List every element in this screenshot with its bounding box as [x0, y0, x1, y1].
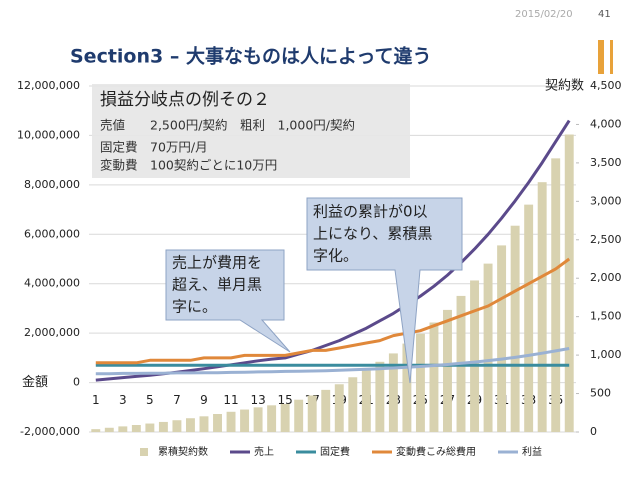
info-line: 固定費 70万円/月	[100, 140, 208, 155]
x-tick-label: 3	[119, 393, 127, 407]
bar	[375, 361, 385, 432]
x-tick-label: 9	[200, 393, 208, 407]
y-tick-label: 6,000,000	[24, 227, 80, 240]
y2-tick-label: 500	[590, 387, 611, 400]
legend-swatch	[140, 448, 148, 456]
annotation: 超え、単月黒	[172, 276, 262, 294]
callout	[165, 249, 291, 353]
y2-tick-label: 1,000	[590, 348, 622, 361]
bar	[415, 333, 425, 432]
legend-label: 売上	[254, 445, 274, 458]
legend-label: 固定費	[320, 445, 350, 458]
annotation: 字に。	[172, 298, 217, 316]
y-tick-label: 8,000,000	[24, 178, 80, 191]
x-tick-label: 11	[223, 393, 238, 407]
y2-tick-label: 3,000	[590, 194, 622, 207]
bar	[334, 384, 344, 432]
bar	[104, 427, 114, 432]
bar	[267, 405, 277, 432]
y-tick-label: -2,000,000	[20, 425, 80, 438]
info-line: 変動費 100契約ごとに10万円	[100, 158, 277, 173]
legend-label: 変動費こみ総費用	[396, 445, 476, 458]
bar	[483, 263, 493, 432]
bar	[199, 416, 209, 432]
bar	[388, 353, 398, 432]
x-tick-label: 1	[92, 393, 100, 407]
bar	[564, 134, 574, 432]
info-line: 売値 2,500円/契約 粗利 1,000円/契約	[100, 118, 355, 133]
date: 2015/02/20	[515, 9, 573, 20]
bar	[402, 343, 412, 432]
y2-tick-label: 1,500	[590, 310, 622, 323]
annotation: 利益の累計が0以	[313, 203, 428, 221]
info-line: 損益分岐点の例その２	[100, 90, 270, 110]
bar	[253, 407, 263, 432]
bar	[551, 158, 561, 432]
annotation: 字化。	[313, 247, 358, 265]
bar	[91, 429, 101, 432]
bar	[280, 403, 290, 432]
y2-tick-label: 4,000	[590, 117, 622, 130]
line	[95, 257, 571, 365]
bar	[497, 245, 507, 432]
bar	[348, 377, 358, 432]
accent	[610, 40, 613, 76]
bar	[158, 421, 168, 432]
bar	[429, 322, 439, 432]
x-tick-label: 5	[146, 393, 154, 407]
y2-tick-label: 2,500	[590, 233, 622, 246]
bar	[172, 420, 182, 432]
info-box	[92, 84, 410, 178]
x-tick-label: 15	[278, 393, 293, 407]
annotation: 上になり、累積黒	[313, 225, 432, 243]
y-tick-label: 2,000,000	[24, 326, 80, 339]
y-tick-label: 4,000,000	[24, 277, 80, 290]
y-tick-label: 0	[73, 376, 80, 389]
bar	[131, 425, 141, 432]
slide-title: Section3 – 大事なものは人によって違う	[70, 45, 431, 68]
bar	[294, 399, 304, 432]
y2-tick-label: 0	[590, 425, 597, 438]
y2-tick-label: 3,500	[590, 156, 622, 169]
bar	[537, 182, 547, 432]
annotation: 売上が費用を	[172, 254, 262, 272]
bar	[524, 204, 534, 432]
bar	[510, 225, 520, 432]
legend-label: 利益	[522, 445, 542, 458]
y2-axis-label: 契約数	[545, 79, 584, 94]
bar	[307, 395, 317, 432]
callout	[306, 197, 463, 384]
y-tick-label: 12,000,000	[17, 79, 80, 92]
bar	[240, 409, 250, 432]
bar	[226, 411, 236, 432]
x-tick-label: 7	[173, 393, 181, 407]
y2-tick-label: 2,000	[590, 271, 622, 284]
y2-tick-label: 4,500	[590, 79, 622, 92]
bar	[321, 389, 331, 432]
bar	[443, 309, 452, 432]
bar	[118, 426, 128, 432]
x-tick-label: 13	[250, 393, 265, 407]
bar	[361, 370, 371, 432]
y-axis-label: 金額	[22, 374, 48, 390]
bar	[145, 423, 155, 432]
bar	[213, 414, 222, 432]
line	[95, 347, 570, 376]
accent	[598, 40, 604, 76]
bar	[470, 280, 480, 432]
legend-label: 累積契約数	[158, 445, 208, 458]
plot: -2,000,000 0 2,000,000 4,000,000 6,000,000 8,…	[17, 79, 621, 459]
page-number: 41	[598, 9, 611, 20]
y-tick-label: 10,000,000	[17, 128, 80, 141]
bar	[185, 418, 195, 432]
